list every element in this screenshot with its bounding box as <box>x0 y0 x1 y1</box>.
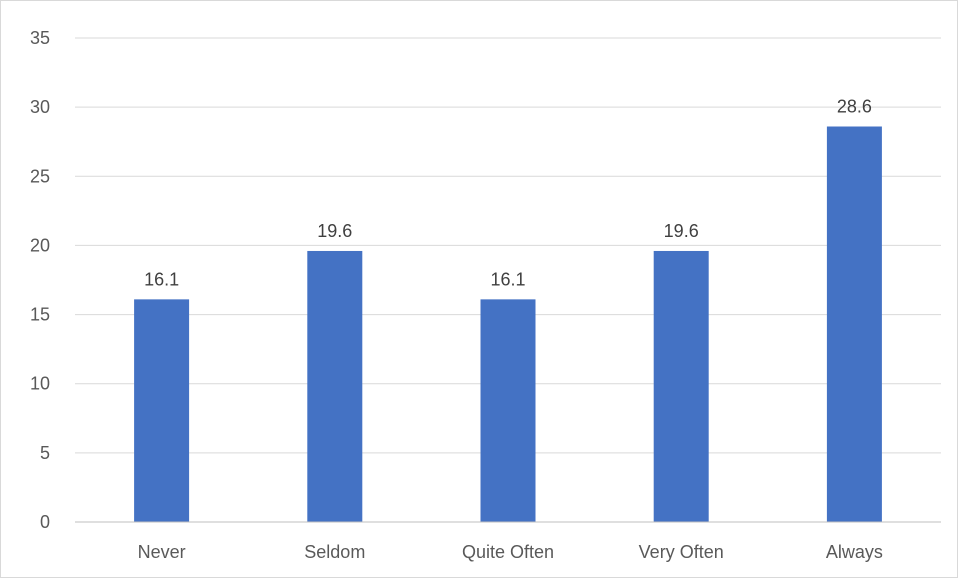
data-label: 28.6 <box>837 97 872 117</box>
data-label: 16.1 <box>144 269 179 289</box>
y-tick-label: 25 <box>30 166 50 186</box>
x-category-label: Very Often <box>639 542 724 562</box>
bar <box>480 299 536 522</box>
bar <box>826 126 882 522</box>
y-tick-label: 30 <box>30 97 50 117</box>
bar <box>134 299 190 522</box>
x-category-label: Seldom <box>304 542 365 562</box>
data-label: 19.6 <box>664 221 699 241</box>
y-tick-label: 0 <box>40 512 50 532</box>
y-axis-tick-labels: 0 5 10 15 20 25 30 35 <box>30 28 50 532</box>
y-tick-label: 10 <box>30 374 50 394</box>
bar <box>653 250 709 522</box>
y-tick-label: 35 <box>30 28 50 48</box>
bars <box>134 126 882 522</box>
x-axis-category-labels: Never Seldom Quite Often Very Often Always <box>138 542 883 562</box>
y-tick-label: 15 <box>30 305 50 325</box>
y-tick-label: 20 <box>30 235 50 255</box>
x-category-label: Quite Often <box>462 542 554 562</box>
y-tick-label: 5 <box>40 443 50 463</box>
x-category-label: Never <box>138 542 186 562</box>
x-category-label: Always <box>826 542 883 562</box>
data-label: 16.1 <box>490 269 525 289</box>
data-labels: 16.1 19.6 16.1 19.6 28.6 <box>144 97 872 290</box>
bar <box>307 250 363 522</box>
data-label: 19.6 <box>317 221 352 241</box>
